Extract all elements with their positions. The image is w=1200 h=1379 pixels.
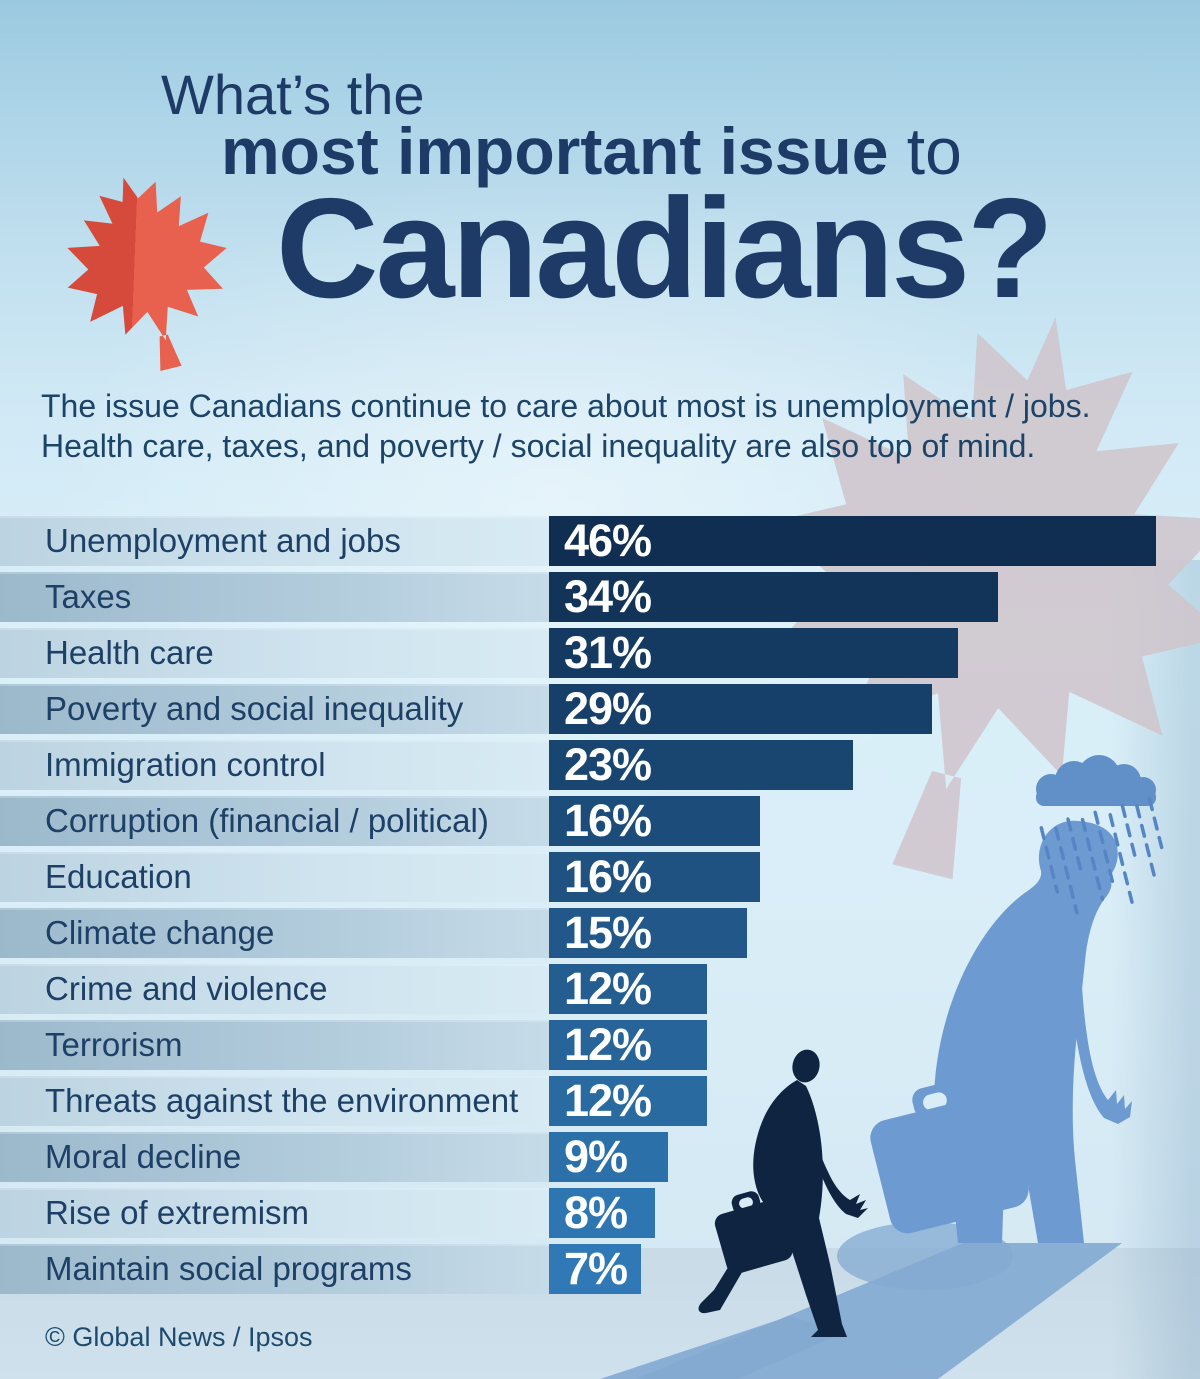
value-label: 23% [564, 739, 652, 790]
chart-row: Climate change 15% [0, 908, 1200, 958]
category-label: Climate change [45, 914, 275, 951]
title-line-2-regular: to [888, 114, 962, 188]
category-label: Education [45, 858, 192, 895]
category-label: Health care [45, 634, 214, 671]
value-label: 16% [564, 795, 652, 846]
row-strip [0, 684, 549, 734]
bar: 12% [549, 1020, 707, 1070]
category-label: Unemployment and jobs [45, 522, 401, 559]
category-label: Taxes [45, 578, 132, 615]
chart-row: Crime and violence 12% [0, 964, 1200, 1014]
category-label: Immigration control [45, 746, 326, 783]
footer-credit: © Global News / Ipsos [45, 1322, 313, 1352]
chart-row: Health care 31% [0, 628, 1200, 678]
row-strip [0, 1020, 549, 1070]
bar: 8% [549, 1188, 655, 1238]
value-label: 31% [564, 627, 652, 678]
chart-row: Education 16% [0, 852, 1200, 902]
category-label: Maintain social programs [45, 1250, 412, 1287]
subtitle: The issue Canadians continue to care abo… [41, 386, 1181, 466]
value-label: 46% [564, 515, 652, 566]
bar: 16% [549, 852, 760, 902]
row-strip [0, 1244, 549, 1294]
value-label: 15% [564, 907, 652, 958]
value-label: 9% [564, 1131, 628, 1182]
value-label: 34% [564, 571, 652, 622]
bar: 23% [549, 740, 853, 790]
chart-row: Terrorism 12% [0, 1020, 1200, 1070]
subtitle-line-2: Health care, taxes, and poverty / social… [41, 428, 1036, 464]
row-strip [0, 628, 549, 678]
chart-row: Threats against the environment 12% [0, 1076, 1200, 1126]
value-label: 8% [564, 1187, 628, 1238]
chart-row: Moral decline 9% [0, 1132, 1200, 1182]
bar-chart-rows: Unemployment and jobs 46% Taxes 34% Health c… [0, 516, 1200, 1300]
value-label: 12% [564, 1075, 652, 1126]
title-line-2-bold: most important issue [221, 114, 889, 188]
value-label: 12% [564, 963, 652, 1014]
chart-row: Rise of extremism 8% [0, 1188, 1200, 1238]
row-strip [0, 572, 549, 622]
bar: 7% [549, 1244, 641, 1294]
title-line-3: Canadians? [276, 169, 1054, 328]
row-strip [0, 852, 549, 902]
value-label: 29% [564, 683, 652, 734]
bar: 9% [549, 1132, 668, 1182]
value-label: 12% [564, 1019, 652, 1070]
title-line-2: most important issue to [221, 113, 962, 189]
chart-row: Unemployment and jobs 46% [0, 516, 1200, 566]
row-strip [0, 964, 549, 1014]
bar: 31% [549, 628, 958, 678]
row-strip [0, 1076, 549, 1126]
bar: 16% [549, 796, 760, 846]
category-label: Corruption (financial / political) [45, 802, 489, 839]
category-label: Moral decline [45, 1138, 242, 1175]
subtitle-line-1: The issue Canadians continue to care abo… [41, 388, 1091, 424]
bar: 46% [549, 516, 1156, 566]
bar: 12% [549, 1076, 707, 1126]
row-strip [0, 740, 549, 790]
category-label: Rise of extremism [45, 1194, 310, 1231]
row-strip [0, 796, 549, 846]
category-label: Crime and violence [45, 970, 328, 1007]
category-label: Poverty and social inequality [45, 690, 464, 727]
row-strip [0, 1188, 549, 1238]
category-label: Terrorism [45, 1026, 183, 1063]
chart-row: Corruption (financial / political) 16% [0, 796, 1200, 846]
bar: 12% [549, 964, 707, 1014]
category-label: Threats against the environment [45, 1082, 519, 1119]
bar: 34% [549, 572, 998, 622]
title-line-1: What’s the [161, 63, 425, 126]
chart-row: Maintain social programs 7% [0, 1244, 1200, 1294]
value-label: 7% [564, 1243, 628, 1294]
row-strip [0, 1132, 549, 1182]
chart-row: Poverty and social inequality 29% [0, 684, 1200, 734]
value-label: 16% [564, 851, 652, 902]
row-strip [0, 516, 549, 566]
chart-row: Taxes 34% [0, 572, 1200, 622]
bar: 15% [549, 908, 747, 958]
row-strip [0, 908, 549, 958]
chart-row: Immigration control 23% [0, 740, 1200, 790]
bar: 29% [549, 684, 932, 734]
